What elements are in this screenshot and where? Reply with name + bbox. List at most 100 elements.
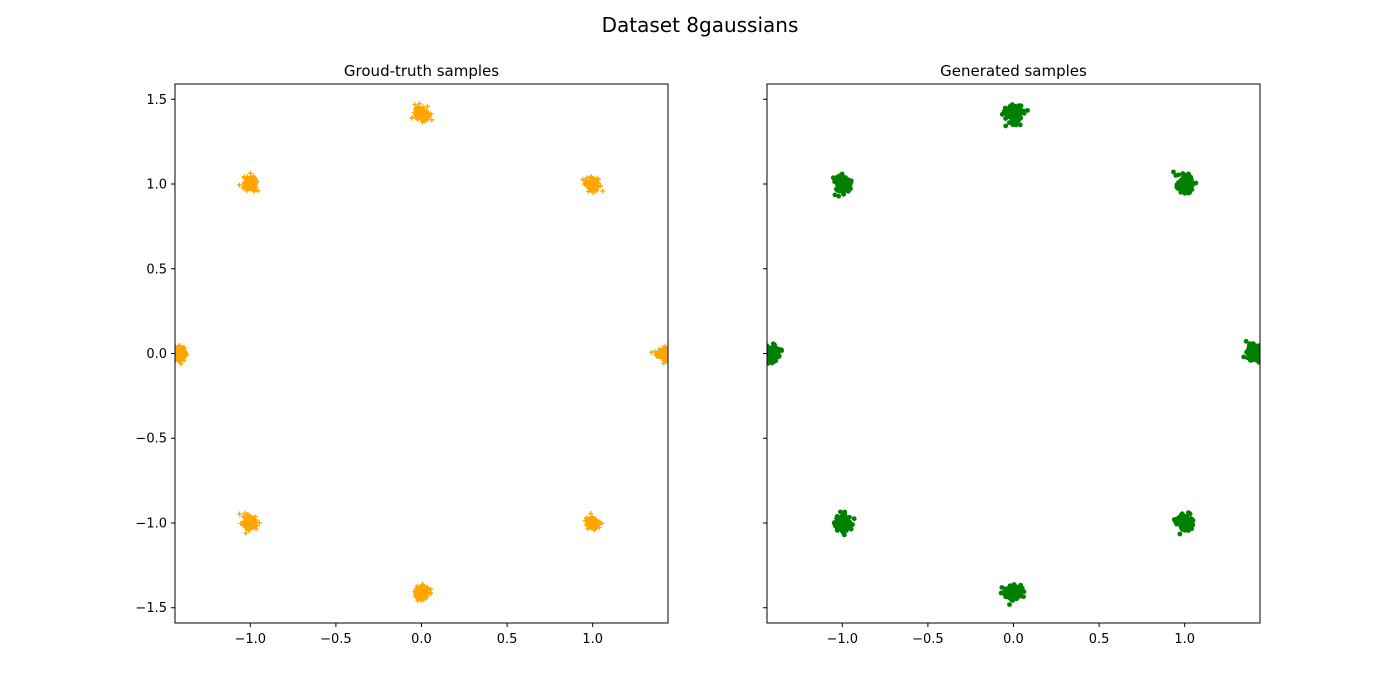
data-point — [836, 515, 842, 521]
data-point — [1187, 523, 1193, 529]
data-point — [247, 170, 253, 176]
data-point — [840, 181, 846, 187]
cluster-1 — [759, 341, 785, 366]
data-point — [580, 177, 586, 182]
data-point — [246, 181, 252, 187]
data-point — [1177, 531, 1183, 537]
data-point — [1175, 517, 1181, 522]
cluster-2 — [409, 101, 435, 125]
data-point — [243, 530, 249, 536]
data-point — [832, 523, 838, 529]
data-point — [1263, 349, 1268, 354]
x-tick-label: 0.5 — [1089, 632, 1110, 647]
data-point — [586, 516, 592, 522]
data-point — [760, 347, 765, 352]
data-point — [429, 117, 435, 123]
data-point — [1256, 355, 1260, 360]
data-point — [428, 111, 434, 117]
data-point — [409, 115, 415, 121]
cluster-0 — [649, 343, 674, 366]
points-group — [175, 101, 674, 604]
data-point — [1243, 338, 1249, 344]
data-point — [838, 526, 844, 532]
data-point — [759, 348, 764, 353]
data-point — [760, 357, 765, 362]
data-point — [418, 585, 424, 591]
data-point — [1021, 589, 1027, 595]
cluster-1 — [175, 343, 190, 367]
data-point — [848, 525, 854, 531]
data-point — [588, 174, 594, 180]
data-point — [418, 113, 424, 119]
data-point — [592, 524, 598, 530]
cluster-5 — [1171, 510, 1196, 537]
x-tick-label: −0.5 — [912, 632, 944, 647]
data-point — [1186, 510, 1191, 515]
data-point — [839, 171, 845, 177]
data-point — [851, 516, 857, 522]
data-point — [246, 512, 252, 518]
data-point — [767, 349, 768, 351]
x-tick-label: 0.0 — [1003, 632, 1024, 647]
data-point — [1013, 108, 1019, 114]
data-point — [1015, 121, 1021, 127]
data-point — [1260, 347, 1265, 352]
panel-generated-samples: Generated samples −1.0 −0.5 0.0 0.5 1.0 — [759, 62, 1268, 647]
data-point — [1003, 116, 1008, 121]
data-point — [246, 519, 252, 525]
data-point — [847, 514, 852, 520]
data-point — [660, 349, 666, 355]
data-point — [1173, 173, 1179, 178]
data-point — [600, 188, 606, 194]
x-tick-label: −0.5 — [320, 632, 352, 647]
x-tick-label: −1.0 — [827, 632, 859, 647]
data-point — [250, 175, 256, 181]
data-point — [1262, 347, 1267, 352]
data-point — [844, 183, 850, 188]
panel-title: Generated samples — [940, 62, 1087, 80]
data-point — [424, 104, 430, 110]
x-tick-label: 1.0 — [1174, 632, 1195, 647]
data-point — [1181, 177, 1187, 183]
data-point — [592, 517, 598, 523]
cluster-0 — [1241, 338, 1268, 365]
data-point — [419, 116, 425, 122]
data-point — [1180, 181, 1185, 187]
data-point — [768, 350, 773, 355]
data-point — [669, 356, 674, 361]
data-point — [845, 521, 851, 527]
x-tick-label: 0.0 — [411, 632, 432, 647]
cluster-6 — [830, 171, 854, 199]
cluster-5 — [582, 511, 605, 533]
cluster-2 — [999, 102, 1030, 129]
data-point — [1007, 602, 1012, 608]
data-point — [419, 106, 425, 112]
axes-frame — [766, 83, 1261, 624]
data-point — [1003, 588, 1008, 594]
data-point — [1241, 354, 1247, 360]
data-point — [772, 351, 777, 356]
cluster-6 — [236, 170, 261, 194]
data-point — [838, 509, 843, 515]
data-point — [178, 350, 184, 356]
data-point — [668, 350, 673, 355]
x-tick-label: 1.0 — [582, 632, 603, 647]
data-point — [584, 521, 590, 527]
data-point — [178, 355, 184, 361]
data-point — [584, 175, 590, 181]
cluster-7 — [237, 510, 262, 536]
data-point — [762, 355, 767, 360]
y-tick-label: −1.5 — [135, 601, 167, 616]
y-tick-label: 1.0 — [146, 178, 167, 193]
cluster-3 — [412, 581, 434, 604]
data-point — [1021, 594, 1026, 600]
data-point — [420, 592, 426, 598]
cluster-7 — [831, 509, 857, 538]
data-point — [655, 352, 661, 358]
data-point — [1180, 171, 1186, 176]
data-point — [668, 347, 673, 352]
cluster-3 — [998, 582, 1027, 608]
data-point — [1184, 187, 1190, 193]
data-point — [1002, 105, 1008, 111]
